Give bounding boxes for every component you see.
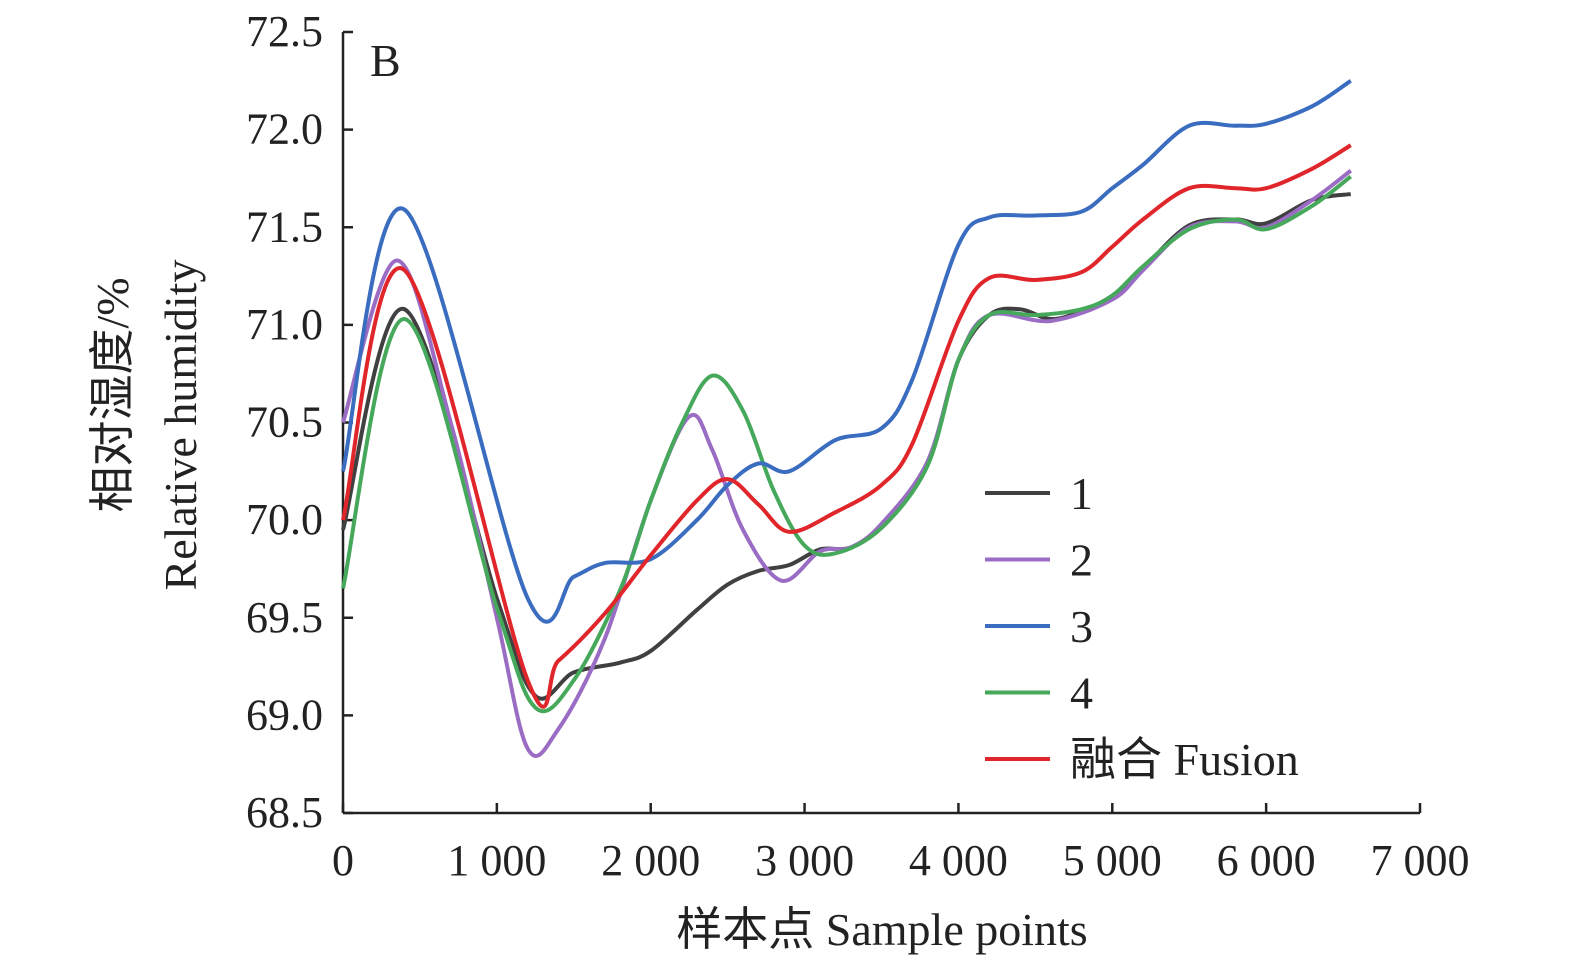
legend-label: 融合 Fusion: [1070, 734, 1299, 785]
legend-label: 4: [1070, 668, 1093, 719]
y-axis-label-en: Relative humidity: [155, 260, 206, 591]
y-tick-label: 71.0: [246, 300, 323, 349]
y-tick-label: 71.5: [246, 202, 323, 251]
series-line-2: [341, 169, 1352, 758]
series-line-5: [341, 143, 1352, 709]
legend-label: 3: [1070, 601, 1093, 652]
series-line-3: [341, 79, 1352, 624]
y-tick-label: 70.0: [246, 495, 323, 544]
x-tick-label: 2 000: [601, 836, 700, 885]
x-tick-label: 0: [332, 836, 354, 885]
legend-label: 1: [1070, 468, 1093, 519]
x-tick-label: 3 000: [755, 836, 854, 885]
y-tick-label: 69.5: [246, 593, 323, 642]
y-axis-label-cn: 相对湿度/%: [87, 277, 138, 512]
y-tick-label: 72.5: [246, 7, 323, 56]
x-tick-label: 5 000: [1063, 836, 1162, 885]
series-line-1: [341, 192, 1352, 701]
y-tick-label: 70.5: [246, 398, 323, 447]
x-tick-label: 6 000: [1217, 836, 1316, 885]
series-line-4: [341, 174, 1352, 714]
x-tick-label: 1 000: [447, 836, 546, 885]
legend: 1 2 3 4 融合 Fusion: [985, 468, 1299, 785]
y-tick-label: 68.5: [246, 788, 323, 837]
x-axis-label: 样本点 Sample points: [676, 904, 1087, 955]
series-group: [341, 79, 1352, 758]
x-tick-label: 4 000: [909, 836, 1008, 885]
x-tick-label: 7 000: [1371, 836, 1470, 885]
legend-label: 2: [1070, 535, 1093, 586]
y-tick-label: 69.0: [246, 690, 323, 739]
y-tick-label: 72.0: [246, 105, 323, 154]
panel-label: B: [370, 35, 401, 86]
axes: 68.5 69.0 69.5 70.0 70.5 71.0 71.5 72.0 72.5 0 1 0…: [246, 7, 1470, 885]
